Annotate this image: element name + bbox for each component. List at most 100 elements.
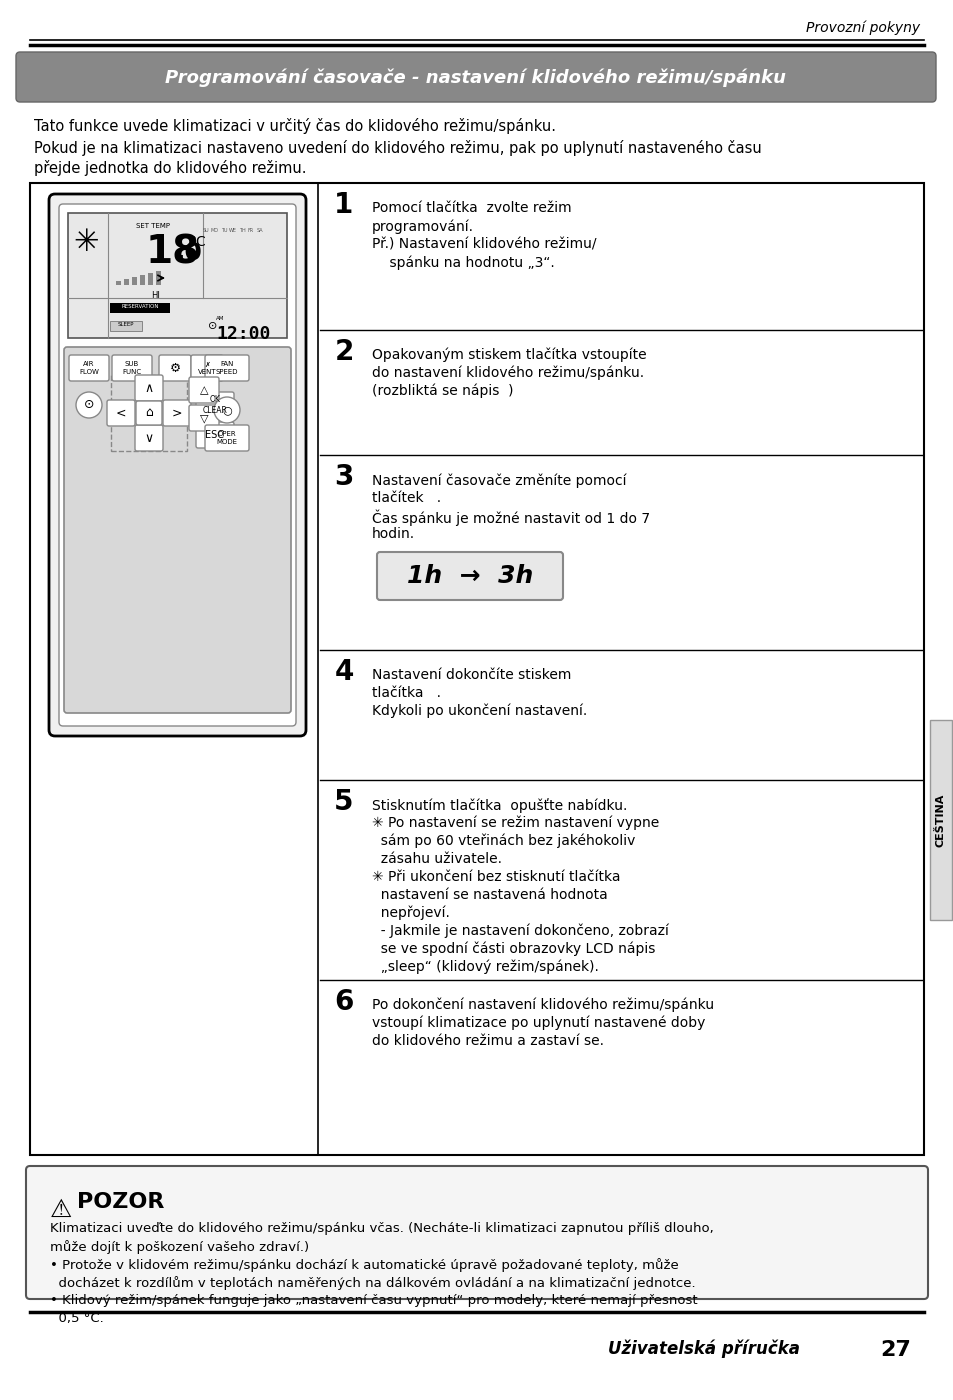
Bar — [110, 321, 142, 330]
Text: Stisknutím tlačítka  opušťte nabídku.: Stisknutím tlačítka opušťte nabídku. — [372, 798, 627, 813]
Text: ∧: ∧ — [144, 381, 153, 395]
Text: tlačítka   .: tlačítka . — [372, 686, 440, 700]
FancyBboxPatch shape — [163, 400, 191, 426]
Text: 6: 6 — [334, 988, 354, 1016]
Text: TEMP: TEMP — [193, 398, 215, 407]
Text: - Jakmile je nastavení dokončeno, zobrazí: - Jakmile je nastavení dokončeno, zobraz… — [372, 924, 668, 938]
FancyBboxPatch shape — [26, 1166, 927, 1299]
FancyBboxPatch shape — [69, 356, 109, 381]
Text: CEŠTINA: CEŠTINA — [935, 794, 945, 847]
Text: Čas spánku je možné nastavit od 1 do 7: Čas spánku je možné nastavit od 1 do 7 — [372, 510, 649, 525]
Text: Po dokončení nastavení klidového režimu/spánku: Po dokončení nastavení klidového režimu/… — [372, 998, 714, 1012]
FancyBboxPatch shape — [16, 52, 935, 102]
Text: HI: HI — [152, 291, 160, 300]
FancyBboxPatch shape — [376, 552, 562, 601]
Text: MO: MO — [211, 228, 219, 232]
FancyBboxPatch shape — [189, 405, 219, 431]
Bar — [116, 281, 121, 286]
Text: AM: AM — [215, 316, 224, 321]
Text: spánku na hodnotu „3“.: spánku na hodnotu „3“. — [372, 255, 554, 269]
Text: .0: .0 — [175, 241, 203, 265]
Text: tlačítek   .: tlačítek . — [372, 491, 440, 505]
Text: SU: SU — [202, 228, 209, 232]
FancyBboxPatch shape — [191, 356, 223, 381]
Text: ⚠: ⚠ — [50, 1198, 72, 1222]
Text: (rozbliktá se nápis  ): (rozbliktá se nápis ) — [372, 384, 513, 399]
Text: Kdykoli po ukončení nastavení.: Kdykoli po ukončení nastavení. — [372, 704, 587, 718]
FancyBboxPatch shape — [135, 375, 163, 400]
Bar — [140, 274, 145, 286]
Text: do nastavení klidového režimu/spánku.: do nastavení klidového režimu/spánku. — [372, 365, 643, 381]
FancyBboxPatch shape — [64, 347, 291, 713]
FancyBboxPatch shape — [59, 204, 295, 727]
Text: Př.) Nastavení klidového režimu/: Př.) Nastavení klidového režimu/ — [372, 237, 596, 251]
Text: Tato funkce uvede klimatizaci v určitý čas do klidového režimu/spánku.: Tato funkce uvede klimatizaci v určitý č… — [34, 118, 556, 134]
Text: 12:00: 12:00 — [215, 325, 270, 343]
FancyBboxPatch shape — [107, 400, 135, 426]
Text: ✳: ✳ — [73, 228, 99, 258]
FancyBboxPatch shape — [135, 426, 163, 451]
Text: může dojít k poškození vašeho zdraví.): může dojít k poškození vašeho zdraví.) — [50, 1240, 309, 1254]
FancyBboxPatch shape — [159, 356, 191, 381]
Text: • Protože v klidovém režimu/spánku dochází k automatické úpravě požadované teplo: • Protože v klidovém režimu/spánku dochá… — [50, 1259, 678, 1273]
Bar — [148, 273, 152, 286]
Bar — [68, 213, 287, 337]
FancyBboxPatch shape — [189, 377, 219, 403]
Text: △: △ — [199, 385, 208, 395]
Text: 18: 18 — [146, 232, 200, 272]
Text: Programování časovače - nastavení klidového režimu/spánku: Programování časovače - nastavení klidov… — [165, 69, 785, 87]
Text: OK
CLEAR: OK CLEAR — [202, 395, 227, 414]
Text: TH: TH — [238, 228, 245, 232]
Circle shape — [76, 392, 102, 419]
Text: 0,5 °C.: 0,5 °C. — [50, 1312, 104, 1324]
Text: POZOR: POZOR — [77, 1191, 164, 1212]
Text: TU: TU — [220, 228, 227, 232]
Text: 3: 3 — [334, 463, 354, 491]
Text: RESERVATION: RESERVATION — [121, 304, 158, 309]
Text: • Klidový režim/spánek funguje jako „nastavení času vypnutí“ pro modely, které n: • Klidový režim/spánek funguje jako „nas… — [50, 1294, 697, 1308]
FancyBboxPatch shape — [195, 392, 233, 419]
Text: vstoupí klimatizace po uplynutí nastavené doby: vstoupí klimatizace po uplynutí nastaven… — [372, 1016, 704, 1030]
Text: 27: 27 — [879, 1340, 910, 1359]
Bar — [30, 183, 923, 1155]
Text: ⊙: ⊙ — [208, 321, 217, 330]
Text: WE: WE — [229, 228, 236, 232]
Text: SET TEMP: SET TEMP — [136, 223, 170, 230]
Text: 1: 1 — [334, 190, 354, 218]
Text: nastavení se nastavená hodnota: nastavení se nastavená hodnota — [372, 888, 607, 902]
Text: Nastavení časovače změníte pomocí: Nastavení časovače změníte pomocí — [372, 473, 626, 487]
Text: se ve spodní části obrazovky LCD nápis: se ve spodní části obrazovky LCD nápis — [372, 942, 655, 956]
Text: ○: ○ — [222, 405, 232, 414]
Text: hodin.: hodin. — [372, 526, 415, 540]
Text: Uživatelská příručka: Uživatelská příručka — [607, 1340, 800, 1358]
FancyBboxPatch shape — [205, 356, 249, 381]
Text: SUB
FUNC: SUB FUNC — [122, 361, 141, 374]
Text: ⌂: ⌂ — [145, 406, 152, 420]
Text: Pokud je na klimatizaci nastaveno uvedení do klidového režimu, pak po uplynutí n: Pokud je na klimatizaci nastaveno uveden… — [34, 140, 760, 155]
Text: SA: SA — [256, 228, 263, 232]
Text: ⊙: ⊙ — [84, 399, 94, 412]
Text: „sleep“ (klidový režim/spánek).: „sleep“ (klidový režim/spánek). — [372, 960, 598, 974]
Text: ▽: ▽ — [199, 413, 208, 423]
Text: <: < — [115, 406, 126, 420]
FancyBboxPatch shape — [205, 426, 249, 451]
Text: ESC: ESC — [205, 430, 224, 440]
Text: zásahu uživatele.: zásahu uživatele. — [372, 853, 501, 867]
Text: OPER
MODE: OPER MODE — [216, 431, 237, 445]
Bar — [110, 302, 170, 314]
FancyBboxPatch shape — [195, 421, 233, 448]
Bar — [156, 272, 161, 286]
FancyBboxPatch shape — [136, 400, 162, 426]
Text: 5: 5 — [334, 788, 354, 816]
Bar — [929, 720, 951, 920]
Circle shape — [213, 398, 240, 423]
Text: Nastavení dokončíte stiskem: Nastavení dokončíte stiskem — [372, 668, 571, 682]
Text: přejde jednotka do klidového režimu.: přejde jednotka do klidového režimu. — [34, 160, 306, 176]
Text: ✗
VENT: ✗ VENT — [197, 361, 216, 374]
Text: >: > — [172, 406, 182, 420]
Text: FAN
SPEED: FAN SPEED — [215, 361, 238, 374]
Text: 1h  →  3h: 1h → 3h — [406, 564, 533, 588]
Text: FR: FR — [248, 228, 253, 232]
Text: ✳ Po nastavení se režim nastavení vypne: ✳ Po nastavení se režim nastavení vypne — [372, 816, 659, 830]
Text: 2: 2 — [334, 337, 354, 365]
